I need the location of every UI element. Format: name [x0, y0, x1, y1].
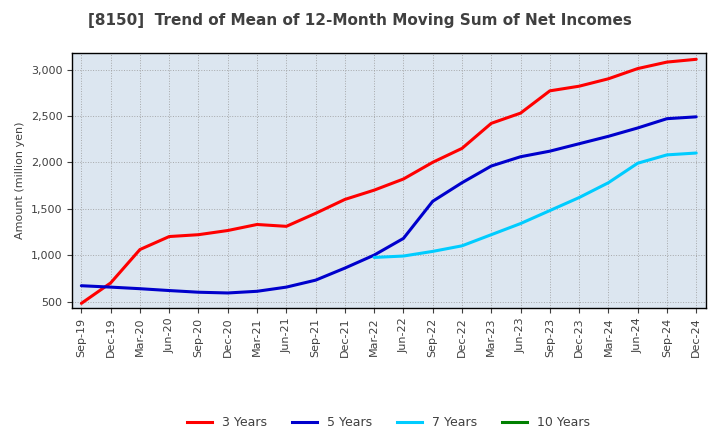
- 3 Years: [77, 301, 86, 306]
- 3 Years: [604, 76, 613, 81]
- 7 Years: [604, 180, 613, 185]
- 7 Years: [516, 221, 525, 226]
- 3 Years: [311, 211, 320, 216]
- 5 Years: [428, 198, 437, 204]
- 7 Years: [458, 243, 467, 249]
- 5 Years: [692, 114, 701, 120]
- 3 Years: [194, 232, 203, 237]
- 3 Years: [282, 224, 291, 229]
- 5 Years: [516, 154, 525, 159]
- 3 Years: [575, 84, 583, 89]
- 5 Years: [634, 125, 642, 131]
- 3 Years: [370, 187, 379, 193]
- 3 Years: [634, 66, 642, 71]
- 5 Years: [458, 180, 467, 185]
- 5 Years: [370, 253, 379, 258]
- 3 Years: [692, 57, 701, 62]
- 5 Years: [107, 285, 115, 290]
- 3 Years: [223, 228, 232, 233]
- 5 Years: [282, 285, 291, 290]
- 5 Years: [487, 163, 495, 169]
- 3 Years: [253, 222, 261, 227]
- 7 Years: [546, 208, 554, 213]
- 5 Years: [77, 283, 86, 288]
- 7 Years: [634, 161, 642, 166]
- Line: 5 Years: 5 Years: [81, 117, 696, 293]
- 3 Years: [487, 121, 495, 126]
- 3 Years: [165, 234, 174, 239]
- Line: 7 Years: 7 Years: [374, 153, 696, 257]
- Line: 3 Years: 3 Years: [81, 59, 696, 303]
- 5 Years: [399, 236, 408, 241]
- 5 Years: [604, 134, 613, 139]
- 5 Years: [341, 265, 349, 271]
- 5 Years: [311, 278, 320, 283]
- Legend: 3 Years, 5 Years, 7 Years, 10 Years: 3 Years, 5 Years, 7 Years, 10 Years: [182, 411, 595, 434]
- 5 Years: [546, 149, 554, 154]
- 3 Years: [516, 110, 525, 116]
- Y-axis label: Amount (million yen): Amount (million yen): [15, 121, 25, 239]
- 3 Years: [341, 197, 349, 202]
- 7 Years: [692, 150, 701, 156]
- 5 Years: [194, 290, 203, 295]
- 5 Years: [662, 116, 671, 121]
- 7 Years: [575, 195, 583, 200]
- Text: [8150]  Trend of Mean of 12-Month Moving Sum of Net Incomes: [8150] Trend of Mean of 12-Month Moving …: [88, 13, 632, 28]
- 5 Years: [575, 141, 583, 147]
- 3 Years: [399, 176, 408, 182]
- 7 Years: [399, 253, 408, 259]
- 7 Years: [428, 249, 437, 254]
- 7 Years: [487, 232, 495, 237]
- 3 Years: [107, 280, 115, 286]
- 3 Years: [135, 247, 144, 252]
- 7 Years: [662, 152, 671, 158]
- 5 Years: [165, 288, 174, 293]
- 3 Years: [458, 146, 467, 151]
- 5 Years: [223, 290, 232, 296]
- 3 Years: [428, 160, 437, 165]
- 7 Years: [370, 255, 379, 260]
- 3 Years: [546, 88, 554, 93]
- 5 Years: [135, 286, 144, 291]
- 5 Years: [253, 289, 261, 294]
- 3 Years: [662, 59, 671, 65]
